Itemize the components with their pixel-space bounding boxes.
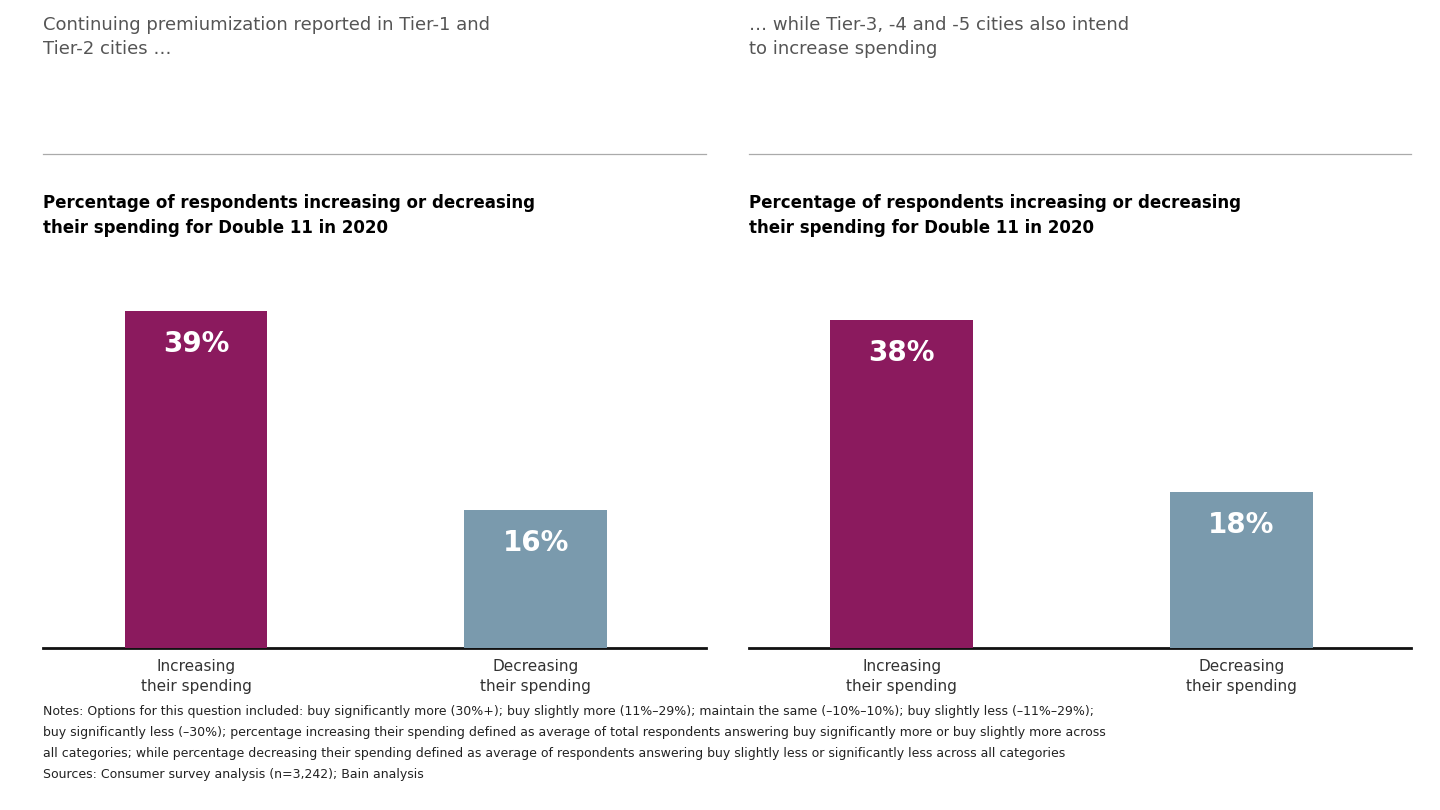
Text: Sources: Consumer survey analysis (n=3,242); Bain analysis: Sources: Consumer survey analysis (n=3,2… <box>43 768 423 781</box>
Text: 16%: 16% <box>503 529 569 556</box>
Text: Continuing premiumization reported in Tier-1 and
Tier-2 cities …: Continuing premiumization reported in Ti… <box>43 16 490 58</box>
Bar <box>125 311 268 648</box>
Bar <box>1171 492 1313 648</box>
Text: 38%: 38% <box>868 339 935 367</box>
Text: Percentage of respondents increasing or decreasing
their spending for Double 11 : Percentage of respondents increasing or … <box>43 194 536 237</box>
Text: all categories; while percentage decreasing their spending defined as average of: all categories; while percentage decreas… <box>43 747 1066 760</box>
Text: Percentage of respondents increasing or decreasing
their spending for Double 11 : Percentage of respondents increasing or … <box>749 194 1241 237</box>
Text: Notes: Options for this question included: buy significantly more (30%+); buy sl: Notes: Options for this question include… <box>43 705 1094 718</box>
Text: buy significantly less (–30%); percentage increasing their spending defined as a: buy significantly less (–30%); percentag… <box>43 726 1106 739</box>
Bar <box>831 320 973 648</box>
Text: 18%: 18% <box>1208 511 1274 539</box>
Bar <box>465 509 608 648</box>
Text: … while Tier-3, -4 and -5 cities also intend
to increase spending: … while Tier-3, -4 and -5 cities also in… <box>749 16 1129 58</box>
Text: 39%: 39% <box>163 330 229 358</box>
